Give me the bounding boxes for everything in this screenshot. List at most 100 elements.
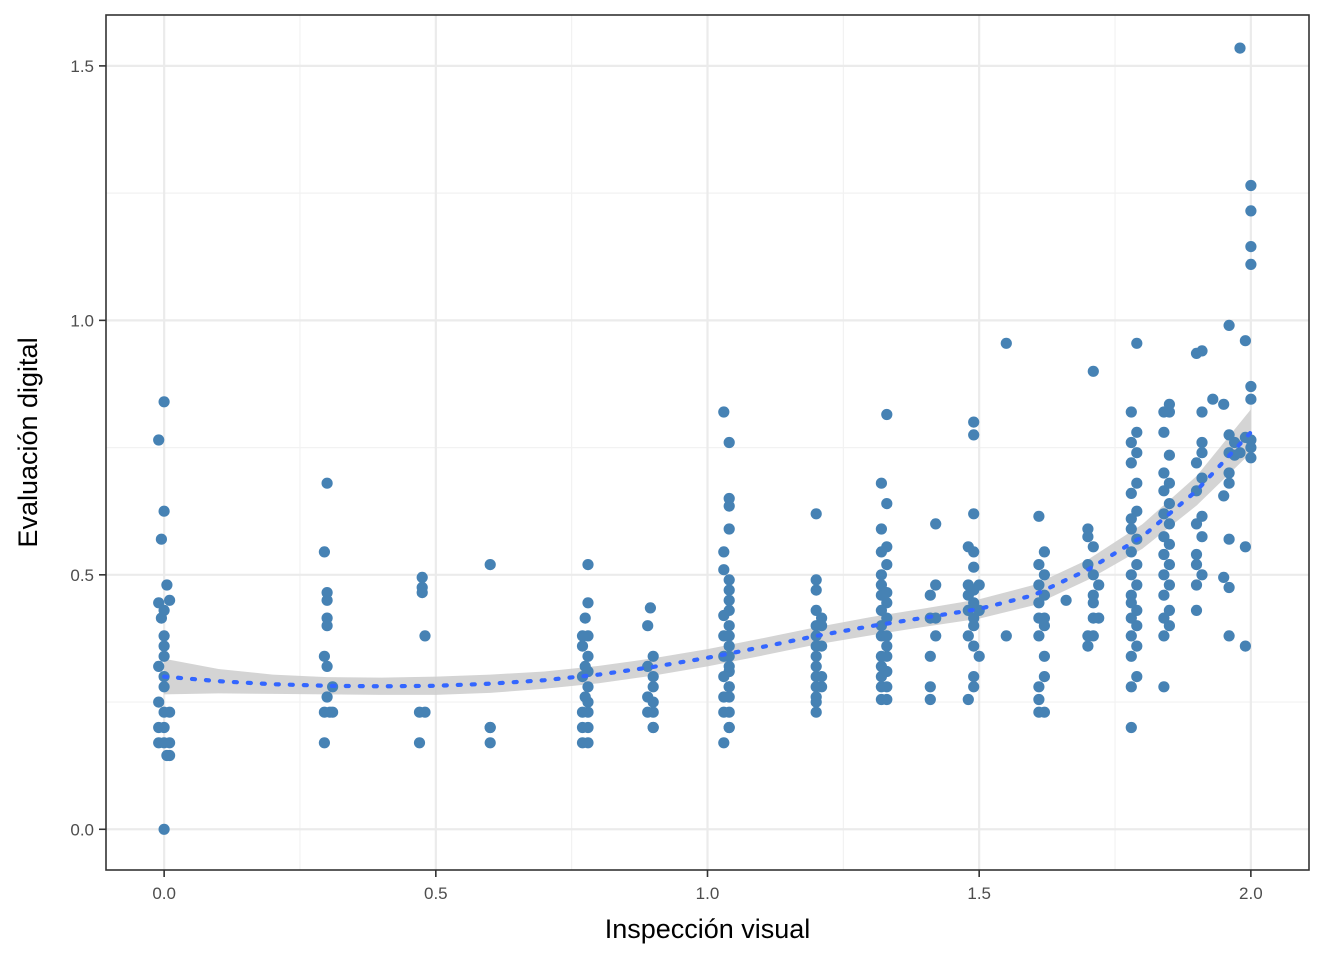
data-point <box>1125 721 1137 734</box>
smooth-trend <box>162 430 1254 689</box>
data-point <box>484 737 496 749</box>
data-point <box>1082 640 1094 652</box>
data-point <box>158 681 170 693</box>
x-tick-label: 0.5 <box>424 884 448 903</box>
data-point <box>1190 559 1203 571</box>
data-point <box>881 559 893 571</box>
data-point <box>647 706 659 718</box>
data-point <box>158 505 170 517</box>
data-point <box>153 597 165 609</box>
data-point <box>718 546 730 558</box>
data-point <box>810 691 822 703</box>
x-axis-title: Inspección visual <box>605 914 811 944</box>
data-point <box>1131 579 1143 591</box>
data-point <box>1158 531 1170 543</box>
data-point <box>1190 579 1203 591</box>
smooth-line <box>162 430 1254 689</box>
data-point <box>1163 498 1175 510</box>
data-point <box>1190 457 1203 469</box>
data-point <box>930 518 942 530</box>
data-point <box>723 640 735 652</box>
data-point <box>158 630 170 642</box>
data-point <box>962 693 974 706</box>
data-point <box>1131 671 1143 683</box>
data-point <box>875 569 888 581</box>
data-point <box>416 571 428 584</box>
data-point <box>816 671 828 683</box>
data-point <box>1125 457 1137 469</box>
data-point <box>810 584 822 596</box>
data-point <box>1196 436 1208 449</box>
data-point <box>153 434 165 446</box>
data-point <box>1000 337 1012 349</box>
data-point <box>723 436 735 449</box>
data-point <box>579 660 591 673</box>
data-point <box>1245 380 1257 393</box>
data-point <box>875 523 888 535</box>
data-point <box>1038 671 1050 683</box>
data-point <box>158 640 170 652</box>
data-point <box>1163 398 1175 410</box>
data-point <box>924 681 936 693</box>
data-point <box>321 477 333 489</box>
data-point <box>1038 706 1050 718</box>
data-point <box>810 650 822 662</box>
y-axis-title: Evaluación digital <box>13 337 43 547</box>
data-point <box>1223 630 1235 642</box>
data-point <box>723 721 735 734</box>
data-point <box>1038 569 1050 581</box>
data-point <box>1190 604 1203 617</box>
grid-lines <box>106 15 1309 870</box>
data-point <box>155 533 167 545</box>
data-point <box>881 640 893 652</box>
data-point <box>962 541 974 553</box>
data-point <box>1158 508 1170 520</box>
data-point <box>718 691 730 703</box>
data-point <box>924 650 936 662</box>
data-point <box>1087 541 1099 553</box>
data-point <box>1131 477 1143 489</box>
data-point <box>153 660 165 673</box>
data-point <box>1239 335 1251 347</box>
data-point <box>153 721 165 734</box>
data-point <box>968 671 980 683</box>
data-point <box>158 396 170 408</box>
data-point <box>1125 569 1137 581</box>
data-point <box>321 691 333 703</box>
data-point <box>810 706 822 718</box>
data-point <box>318 546 330 558</box>
data-point <box>1196 531 1208 543</box>
data-point <box>723 523 735 535</box>
data-point <box>1218 571 1230 584</box>
data-point <box>318 737 330 749</box>
data-point <box>1082 531 1094 543</box>
data-point <box>419 630 431 642</box>
data-point <box>576 721 589 734</box>
data-point <box>1158 630 1170 642</box>
data-point <box>318 650 330 662</box>
data-point <box>1234 447 1246 459</box>
data-point <box>1163 604 1175 617</box>
data-point <box>1223 429 1235 441</box>
data-point <box>968 508 980 520</box>
data-point <box>968 416 980 428</box>
y-tick-label: 1.5 <box>70 57 94 76</box>
data-point <box>881 693 893 706</box>
data-point <box>723 706 735 718</box>
data-point <box>1087 569 1099 581</box>
data-point <box>1125 681 1137 693</box>
data-point <box>1163 579 1175 591</box>
data-point <box>723 620 735 632</box>
data-points <box>153 42 1257 835</box>
data-point <box>1245 452 1257 464</box>
data-point <box>1038 650 1050 662</box>
data-point <box>1125 650 1137 662</box>
x-tick-label: 0.0 <box>152 884 176 903</box>
data-point <box>810 640 822 652</box>
data-point <box>321 587 333 599</box>
data-point <box>723 584 735 596</box>
data-point <box>1033 693 1045 706</box>
data-point <box>1131 337 1143 349</box>
